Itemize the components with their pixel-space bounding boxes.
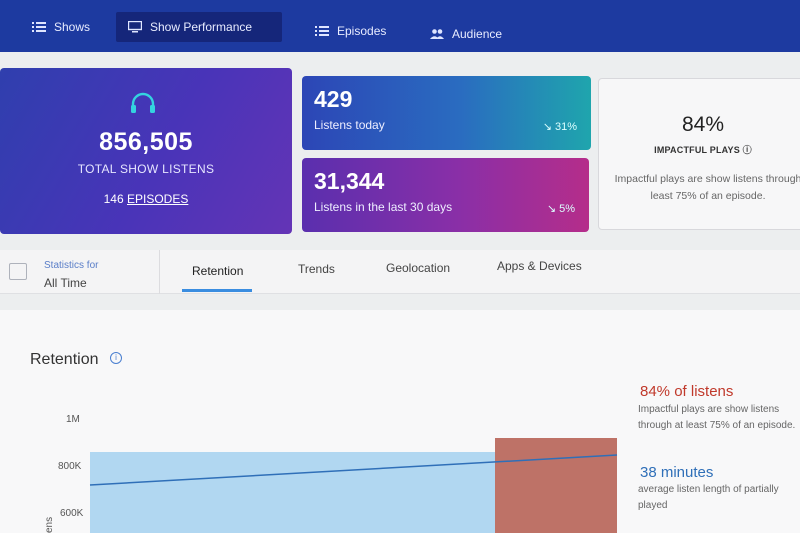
nav-audience-label: Audience xyxy=(452,27,503,41)
list-icon xyxy=(32,22,46,32)
ytick-800k: 800K xyxy=(58,461,82,472)
tab-retention[interactable]: Retention xyxy=(192,264,244,278)
statistics-period-selector[interactable]: Statistics for All Time xyxy=(0,250,160,294)
monitor-icon xyxy=(128,21,142,33)
tab-geolocation[interactable]: Geolocation xyxy=(386,261,451,275)
list-icon xyxy=(315,26,329,36)
ytick-1m: 1M xyxy=(66,414,80,425)
nav-episodes[interactable]: Episodes xyxy=(303,16,398,46)
nav-show-performance[interactable]: Show Performance xyxy=(116,12,282,42)
episodes-count-link[interactable]: 146 EPISODES xyxy=(0,192,292,206)
top-navigation: Shows Show Performance Episodes Audience xyxy=(0,0,800,52)
listens-30-days-card: 31,344 Listens in the last 30 days ↘ 5% xyxy=(302,158,589,232)
listens-today-change: ↘ 31% xyxy=(542,121,577,133)
listens-30-days-label: Listens in the last 30 days xyxy=(314,200,453,214)
retention-stat-length-title: 38 minutes xyxy=(640,464,714,481)
people-icon xyxy=(430,29,444,39)
nav-audience[interactable]: Audience xyxy=(418,19,514,49)
info-icon[interactable]: i xyxy=(110,352,122,364)
retention-stat-impactful-title: 84% of listens xyxy=(640,383,734,400)
statistics-period-value: All Time xyxy=(44,276,87,290)
retention-title: Retention xyxy=(30,351,99,368)
total-listens-value: 856,505 xyxy=(99,128,193,156)
episodes-count: 146 xyxy=(103,192,124,206)
listens-30-days-value: 31,344 xyxy=(314,168,385,194)
headphones-icon xyxy=(131,92,155,113)
nav-show-performance-label: Show Performance xyxy=(150,20,253,34)
ytick-600k: 600K xyxy=(60,508,84,519)
active-tab-indicator xyxy=(182,289,252,292)
retention-stat-impactful-desc: Impactful plays are show listens through… xyxy=(638,404,796,431)
total-listens-label: TOTAL SHOW LISTENS xyxy=(77,162,215,176)
listens-today-value: 429 xyxy=(314,86,353,112)
nav-shows[interactable]: Shows xyxy=(20,12,102,42)
statistics-for-label: Statistics for xyxy=(44,260,99,271)
chart-area-impactful xyxy=(495,438,617,533)
retention-chart: 1M 800K 600K ens xyxy=(44,414,618,533)
impactful-plays-label: IMPACTFUL PLAYS ⓘ xyxy=(654,145,752,155)
calendar-icon xyxy=(9,263,27,280)
impactful-plays-value: 84% xyxy=(681,113,725,136)
impactful-plays-description: Impactful plays are show listens through… xyxy=(614,173,800,202)
listens-30-days-change: ↘ 5% xyxy=(546,203,575,215)
impactful-plays-card: 84% IMPACTFUL PLAYS ⓘ Impactful plays ar… xyxy=(598,78,800,230)
tab-apps-devices[interactable]: Apps & Devices xyxy=(497,259,582,273)
nav-episodes-label: Episodes xyxy=(337,24,387,38)
listens-today-card: 429 Listens today ↘ 31% xyxy=(302,76,591,150)
listens-today-label: Listens today xyxy=(314,118,385,132)
episodes-link-label[interactable]: EPISODES xyxy=(127,192,189,206)
tab-trends[interactable]: Trends xyxy=(298,262,335,276)
chart-series-line xyxy=(89,454,618,486)
chart-area-blue xyxy=(90,452,495,533)
stats-tab-bar xyxy=(0,250,800,294)
nav-shows-label: Shows xyxy=(54,20,91,34)
y-axis-label: ens xyxy=(44,517,55,533)
retention-stat-length-desc: average listen length of partially playe… xyxy=(638,484,779,511)
